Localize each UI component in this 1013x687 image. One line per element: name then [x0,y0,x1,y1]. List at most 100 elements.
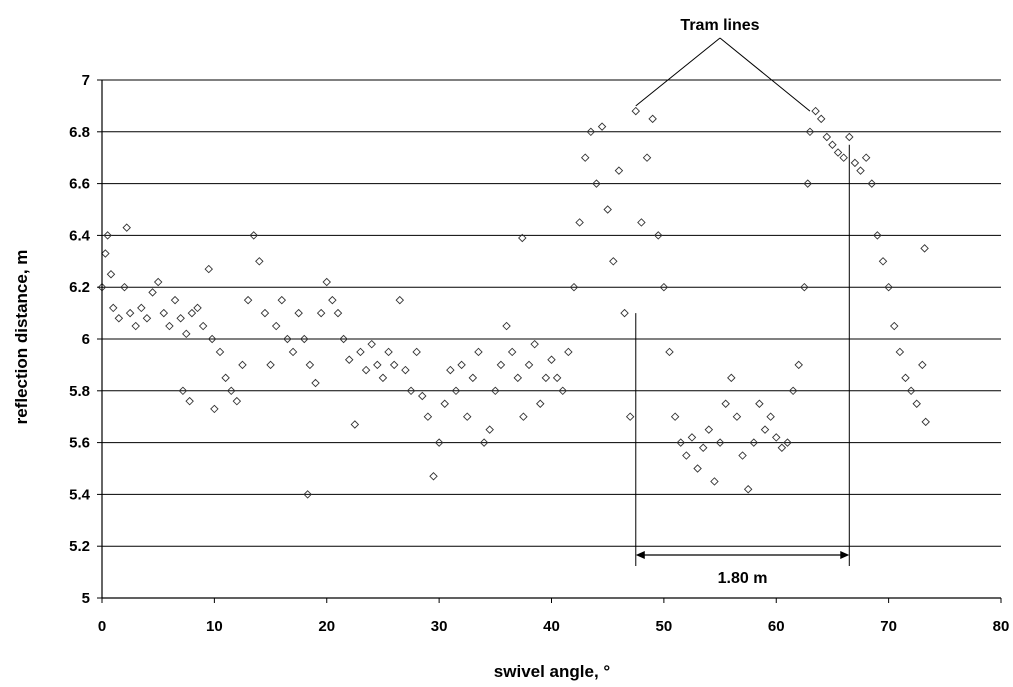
data-point [109,303,118,313]
data-point [468,373,478,383]
data-point [564,347,573,357]
data-point [485,425,494,434]
data-point [743,484,753,494]
data-point [122,223,131,232]
data-point [198,321,208,331]
data-point [575,218,584,227]
data-point [513,373,523,383]
data-point [429,472,438,481]
data-point [788,386,798,396]
data-point [816,114,826,124]
data-point [479,438,489,447]
x-tick-label-3: 30 [431,618,448,635]
data-point [277,295,287,305]
gridlines [102,79,1001,547]
y-tick-label-6: 6.2 [69,279,90,296]
data-point [215,347,225,357]
data-point [440,399,449,408]
data-point [288,347,298,357]
data-point [101,249,110,258]
data-point [569,282,579,292]
data-point [462,412,472,421]
data-point [749,438,759,447]
data-point [303,490,312,499]
data-point [918,360,927,370]
y-tick-label-5: 6 [82,331,90,348]
data-point [271,321,281,331]
data-point [496,360,506,370]
data-point [457,360,466,370]
data-point [659,282,669,292]
x-tick-label-7: 70 [880,618,897,635]
data-point [294,308,303,318]
x-tick-label-0: 0 [98,618,106,635]
data-point [609,257,618,266]
data-point [895,347,905,357]
data-point [698,443,708,453]
data-point [845,132,854,142]
data-point [153,277,163,287]
data-point [305,360,315,370]
x-tick-label-1: 10 [206,618,223,635]
data-point [912,399,921,408]
data-point [311,378,320,388]
data-point [620,308,629,318]
data-point [682,451,691,460]
y-tick-labels: 5 5.2 5.4 5.6 5.8 6 6.2 6.4 6.6 6.8 7 [69,72,91,607]
data-point [114,314,124,323]
data-point [339,334,348,344]
data-point [614,166,624,175]
data-points [97,106,930,499]
data-point [106,270,116,279]
data-point [867,179,877,188]
data-point [260,308,270,318]
data-point [693,464,702,473]
data-point [861,153,871,162]
data-point [772,433,781,442]
data-point [367,339,376,349]
data-point [654,231,663,240]
data-point [519,412,528,421]
data-point [210,404,219,414]
data-point [828,140,837,149]
data-point [434,438,444,447]
x-tick-labels: 0 10 20 30 40 50 60 70 80 [98,618,1010,635]
data-point [687,433,697,442]
data-point [580,153,590,162]
data-point [300,334,309,344]
data-point [547,355,556,364]
data-point [283,334,292,344]
dimension-arrow-right [840,551,850,559]
data-point [670,412,680,421]
data-point [800,282,809,292]
x-tick-label-4: 40 [543,618,560,635]
y-tick-label-7: 6.4 [69,227,91,244]
data-point [182,329,191,339]
data-point [794,360,803,370]
y-tick-label-0: 5 [82,590,90,607]
y-tick-label-4: 5.8 [69,383,90,400]
data-point [350,420,360,429]
data-point [805,127,815,137]
data-point [833,148,843,157]
data-point [344,355,354,364]
data-point [255,257,264,266]
data-point [727,373,736,383]
data-point [148,288,157,297]
data-point [738,451,747,460]
annotations: Tram lines 1.80 m [635,17,850,587]
x-tick-label-5: 50 [656,618,673,635]
data-point [901,373,910,383]
data-point [412,347,421,357]
data-point [384,347,393,357]
data-point [193,303,202,313]
data-point [361,365,371,375]
data-point [226,386,236,396]
data-point [418,391,427,401]
axes [97,79,1002,603]
x-axis-title: swivel angle, ° [494,662,611,681]
data-point [170,295,180,305]
data-point [243,295,253,305]
data-point [803,179,812,188]
data-point [389,360,399,370]
